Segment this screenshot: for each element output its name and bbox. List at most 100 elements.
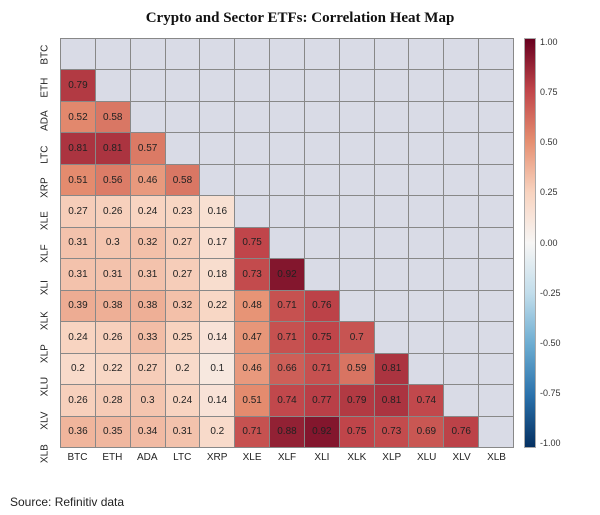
x-label: XLB <box>479 448 514 470</box>
heatmap-cell <box>375 133 410 164</box>
heatmap-cell <box>340 291 375 322</box>
y-label: XLB <box>28 438 61 468</box>
y-label: XLU <box>28 372 61 402</box>
x-label: XLP <box>374 448 409 470</box>
heatmap-cell <box>305 165 340 196</box>
heatmap-cell: 0.71 <box>270 291 305 322</box>
heatmap-cell: 0.51 <box>61 165 96 196</box>
heatmap-cell <box>305 70 340 101</box>
x-label: XLE <box>235 448 270 470</box>
heatmap-cell: 0.27 <box>166 259 201 290</box>
heatmap-cell <box>479 322 514 353</box>
heatmap-cell <box>200 102 235 133</box>
heatmap-cell: 0.75 <box>340 417 375 448</box>
colorbar-tick: 0.00 <box>540 239 561 248</box>
colorbar-gradient <box>524 38 536 448</box>
y-label: XLI <box>28 272 61 302</box>
heatmap-cell <box>270 165 305 196</box>
heatmap-cell: 0.2 <box>61 354 96 385</box>
heatmap-cell <box>479 102 514 133</box>
heatmap-cell: 0.25 <box>166 322 201 353</box>
heatmap-cell <box>409 354 444 385</box>
heatmap-cell <box>409 228 444 259</box>
heatmap-cell <box>270 102 305 133</box>
heatmap-cell: 0.23 <box>166 196 201 227</box>
colorbar-tick: 0.75 <box>540 88 561 97</box>
heatmap-cell: 0.31 <box>61 259 96 290</box>
heatmap-cell <box>270 39 305 70</box>
heatmap-cell <box>479 354 514 385</box>
colorbar-tick: -0.50 <box>540 339 561 348</box>
heatmap-cell: 0.22 <box>200 291 235 322</box>
y-label: XLE <box>28 206 61 236</box>
heatmap-cell <box>340 259 375 290</box>
heatmap-cell <box>305 39 340 70</box>
heatmap-cell <box>479 228 514 259</box>
colorbar-tick: -0.25 <box>540 289 561 298</box>
heatmap-cell: 0.46 <box>235 354 270 385</box>
heatmap-cell: 0.26 <box>96 196 131 227</box>
heatmap-cell <box>270 228 305 259</box>
heatmap-cell <box>375 196 410 227</box>
x-label: XLK <box>339 448 374 470</box>
heatmap-cell: 0.31 <box>166 417 201 448</box>
heatmap-cell <box>409 322 444 353</box>
heatmap-cell: 0.79 <box>340 385 375 416</box>
heatmap-cell: 0.31 <box>61 228 96 259</box>
heatmap-cell: 0.35 <box>96 417 131 448</box>
heatmap-cell <box>305 196 340 227</box>
heatmap-cell: 0.88 <box>270 417 305 448</box>
x-label: LTC <box>165 448 200 470</box>
heatmap-cell <box>444 70 479 101</box>
heatmap-cell: 0.34 <box>131 417 166 448</box>
heatmap-grid: 0.790.520.580.810.810.570.510.560.460.58… <box>60 38 514 448</box>
heatmap-cell <box>375 228 410 259</box>
heatmap-cell: 0.39 <box>61 291 96 322</box>
heatmap-cell: 0.14 <box>200 322 235 353</box>
heatmap-cell <box>409 133 444 164</box>
heatmap-cell: 0.66 <box>270 354 305 385</box>
heatmap-cell: 0.27 <box>131 354 166 385</box>
heatmap-cell: 0.31 <box>131 259 166 290</box>
heatmap-cell <box>200 39 235 70</box>
heatmap-cell <box>340 133 375 164</box>
colorbar-tick: -1.00 <box>540 439 561 448</box>
colorbar: 1.000.750.500.250.00-0.25-0.50-0.75-1.00 <box>524 38 570 470</box>
x-label: XLI <box>304 448 339 470</box>
heatmap-cell <box>444 354 479 385</box>
heatmap-cell <box>61 39 96 70</box>
heatmap-cell: 0.38 <box>96 291 131 322</box>
heatmap-cell: 0.32 <box>131 228 166 259</box>
heatmap-cell <box>409 102 444 133</box>
heatmap-cell: 0.48 <box>235 291 270 322</box>
y-label: XLV <box>28 405 61 435</box>
heatmap-cell <box>409 39 444 70</box>
heatmap-cell: 0.56 <box>96 165 131 196</box>
heatmap-cell: 0.18 <box>200 259 235 290</box>
heatmap-cell <box>479 259 514 290</box>
heatmap-cell: 0.7 <box>340 322 375 353</box>
x-label: XLU <box>409 448 444 470</box>
heatmap-cell: 0.76 <box>444 417 479 448</box>
heatmap-cell <box>200 165 235 196</box>
heatmap-cell: 0.81 <box>375 385 410 416</box>
heatmap-cell: 0.74 <box>270 385 305 416</box>
heatmap-cell: 0.76 <box>305 291 340 322</box>
heatmap-cell: 0.24 <box>166 385 201 416</box>
heatmap-cell: 0.32 <box>166 291 201 322</box>
heatmap-cell: 0.33 <box>131 322 166 353</box>
heatmap-cell <box>340 102 375 133</box>
heatmap-cell: 0.73 <box>235 259 270 290</box>
heatmap-cell <box>235 133 270 164</box>
y-label: ETH <box>28 73 61 103</box>
source-text: Source: Refinitiv data <box>10 495 124 509</box>
y-label: ADA <box>28 106 61 136</box>
heatmap-cell: 0.22 <box>96 354 131 385</box>
x-label: ETH <box>95 448 130 470</box>
heatmap-cell <box>479 70 514 101</box>
colorbar-tick: 0.50 <box>540 138 561 147</box>
heatmap-cell <box>409 70 444 101</box>
heatmap-cell <box>305 228 340 259</box>
heatmap-cell <box>270 70 305 101</box>
heatmap-cell <box>409 196 444 227</box>
